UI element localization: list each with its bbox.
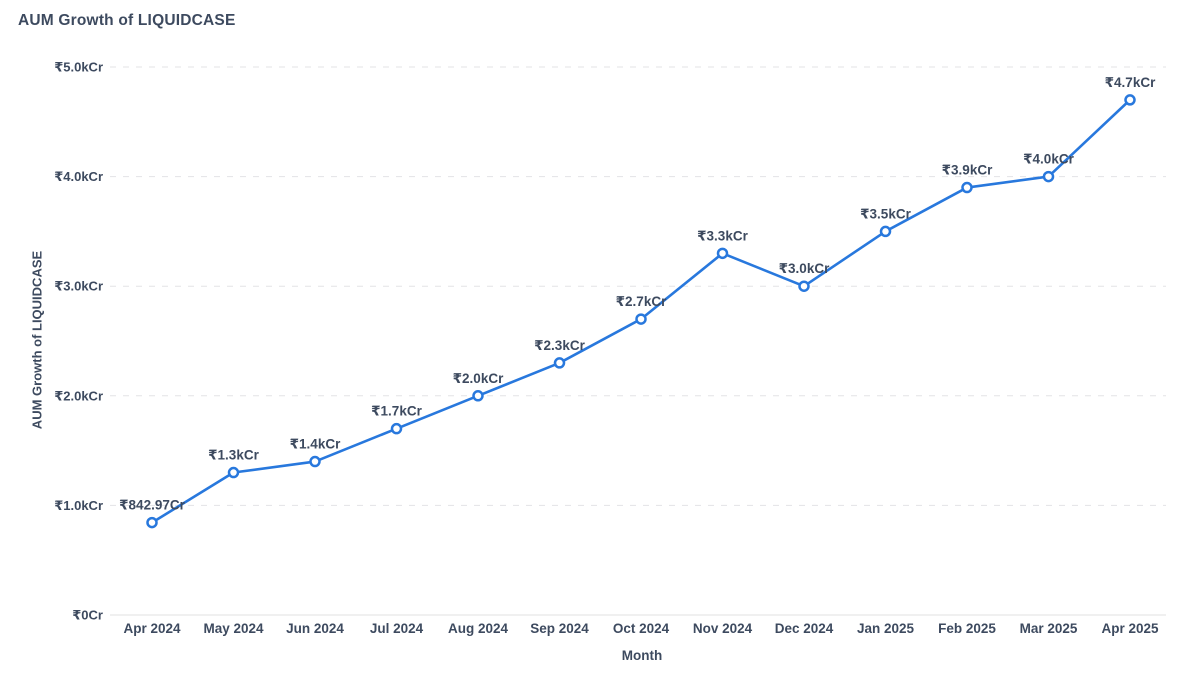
- data-point-marker[interactable]: [146, 516, 158, 529]
- x-tick-label: Nov 2024: [693, 621, 753, 636]
- data-point-marker[interactable]: [879, 225, 892, 238]
- x-tick-label: Sep 2024: [530, 621, 589, 636]
- data-point-label: ₹3.5kCr: [860, 206, 911, 221]
- chart-title: AUM Growth of LIQUIDCASE: [18, 12, 236, 29]
- data-point-label: ₹1.3kCr: [208, 448, 259, 463]
- data-point-marker[interactable]: [1042, 170, 1055, 183]
- x-tick-label: May 2024: [203, 621, 264, 636]
- data-point-label: ₹2.0kCr: [453, 371, 504, 386]
- y-tick-label: ₹0Cr: [72, 608, 103, 623]
- data-point-label: ₹3.3kCr: [697, 228, 748, 243]
- x-tick-label: Mar 2025: [1020, 621, 1078, 636]
- data-point-marker[interactable]: [390, 422, 403, 435]
- x-tick-label: Dec 2024: [775, 621, 834, 636]
- data-point-label: ₹3.9kCr: [942, 163, 993, 178]
- x-tick-label: Apr 2024: [123, 621, 181, 636]
- x-tick-label: Jun 2024: [286, 621, 344, 636]
- y-tick-label: ₹4.0kCr: [54, 169, 103, 184]
- data-point-marker[interactable]: [227, 466, 240, 479]
- data-point-label: ₹4.7kCr: [1105, 75, 1156, 90]
- data-point-label: ₹1.4kCr: [290, 437, 341, 452]
- data-point-marker[interactable]: [635, 313, 647, 325]
- data-point-marker[interactable]: [472, 390, 484, 402]
- data-point-label: ₹2.3kCr: [534, 338, 585, 353]
- data-point-marker[interactable]: [553, 357, 566, 369]
- y-tick-label: ₹5.0kCr: [54, 60, 103, 75]
- x-tick-label: Aug 2024: [448, 621, 509, 636]
- x-tick-label: Feb 2025: [938, 621, 996, 636]
- data-point-marker[interactable]: [309, 455, 321, 468]
- data-point-label: ₹1.7kCr: [371, 404, 422, 419]
- data-point-label: ₹4.0kCr: [1023, 152, 1074, 167]
- x-tick-label: Apr 2025: [1101, 621, 1159, 636]
- data-point-label: ₹3.0kCr: [779, 261, 830, 276]
- x-tick-label: Oct 2024: [613, 621, 670, 636]
- x-tick-label: Jul 2024: [370, 621, 424, 636]
- data-point-marker[interactable]: [961, 181, 973, 194]
- data-point-marker[interactable]: [1124, 94, 1136, 106]
- data-point-label: ₹842.97Cr: [119, 498, 185, 513]
- y-tick-label: ₹2.0kCr: [54, 388, 103, 403]
- x-tick-label: Jan 2025: [857, 621, 915, 636]
- data-point-marker[interactable]: [716, 247, 729, 260]
- y-tick-label: ₹3.0kCr: [54, 279, 103, 294]
- data-point-label: ₹2.7kCr: [616, 294, 667, 309]
- y-tick-label: ₹1.0kCr: [54, 498, 103, 513]
- x-axis-title: Month: [621, 648, 663, 663]
- data-point-marker[interactable]: [798, 280, 810, 292]
